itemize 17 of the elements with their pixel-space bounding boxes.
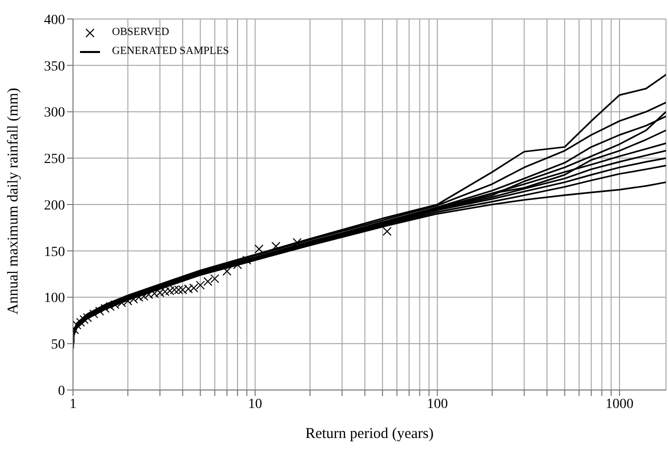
y-tick-label: 400 bbox=[44, 12, 65, 28]
y-tick-label: 250 bbox=[44, 152, 65, 168]
y-tick-label: 200 bbox=[44, 198, 65, 214]
legend-label: GENERATED SAMPLES bbox=[112, 44, 230, 59]
y-tick-label: 100 bbox=[44, 291, 65, 306]
y-tick-label: 300 bbox=[44, 106, 65, 121]
x-tick-label: 1000 bbox=[606, 396, 634, 412]
x-tick-label: 100 bbox=[426, 396, 448, 412]
y-axis-title: Annual maximum daily rainfall (mm) bbox=[5, 88, 22, 314]
x-axis-title: Return period (years) bbox=[305, 426, 434, 442]
x-tick-label: 10 bbox=[248, 396, 262, 412]
x-tick-label: 1 bbox=[70, 396, 76, 412]
y-tick-label: 0 bbox=[58, 384, 65, 399]
y-tick-label: 350 bbox=[44, 59, 65, 74]
legend-label: OBSERVED bbox=[112, 25, 170, 40]
y-tick-label: 150 bbox=[44, 244, 65, 260]
y-tick-label: 50 bbox=[51, 338, 65, 353]
